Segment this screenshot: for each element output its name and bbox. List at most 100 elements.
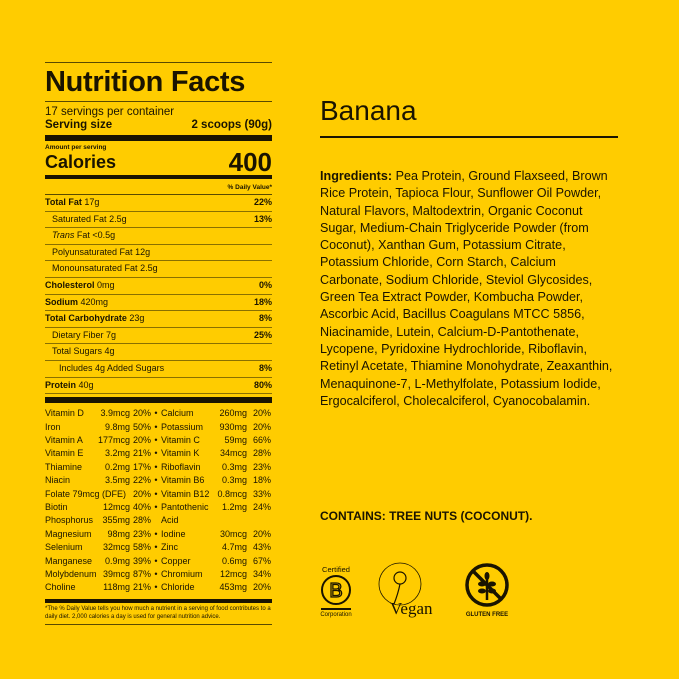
vitamin-dv: 20% (132, 434, 151, 445)
vitamin-row: Folate 79mcg (DFE) 20% • Vitamin B12 0.8mcg 3… (45, 488, 272, 501)
nutrient-daily-value: 8% (258, 313, 272, 324)
vitamin-dv: 24% (252, 501, 271, 512)
vitamin-amount: 12mcg (219, 569, 247, 579)
nutrient-name: Includes 4g Added Sugars (59, 362, 165, 373)
vitamin-name: Vitamin K (161, 448, 200, 459)
vitamin-name: Niacin (45, 475, 71, 486)
bullet-separator: • (154, 542, 158, 553)
calories-label: Calories (45, 152, 117, 172)
vitamin-amount: 30mcg (219, 528, 247, 539)
vitamin-amount: 260mg (219, 408, 247, 419)
vitamin-name: Chromium (161, 569, 203, 579)
bullet-separator: • (154, 569, 158, 579)
vitamin-amount: 177mcg (97, 434, 130, 445)
vitamin-amount: 79mcg (DFE) (72, 488, 127, 499)
vitamin-amount: 12mcg (102, 501, 130, 512)
nutrient-name: Monounsaturated Fat (52, 263, 138, 274)
divider (45, 598, 272, 603)
vitamin-name: Iodine (161, 528, 186, 539)
vitamin-dv: 20% (252, 582, 271, 593)
vitamin-dv: 23% (252, 461, 271, 472)
vitamin-amount: 39mcg (102, 569, 130, 579)
nutrient-row: Sodium 420mg 18% (45, 295, 272, 312)
vitamin-dv: 66% (252, 434, 271, 445)
vitamin-name-amount: Folate 79mcg (DFE) (45, 488, 130, 501)
nutrient-row: Cholesterol 0mg 0% (45, 278, 272, 295)
gluten-free-icon (465, 563, 509, 607)
vitamin-name: Thiamine (45, 461, 83, 472)
vitamin-name: Chloride (161, 582, 195, 593)
nutrient-amount: 2.5g (140, 263, 158, 274)
vitamin-name: Iron (45, 421, 61, 432)
bullet-separator: • (154, 582, 158, 593)
vitamin-amount: 0.3mg (221, 461, 247, 472)
nutrient-name: Dietary Fiber (52, 329, 104, 340)
servings-per-container: 17 servings per container (45, 106, 175, 118)
serving-size-label: Serving size (45, 119, 113, 131)
vitamin-dv: 21% (132, 582, 151, 593)
vitamin-amount: 3.5mg (104, 475, 130, 486)
vitamin-name: Folate (45, 488, 71, 499)
vitamin-dv: 28% (252, 448, 271, 459)
calories-value: 400 (228, 147, 272, 177)
vitamin-dv: 17% (132, 461, 151, 472)
vitamin-amount: 0.9mg (104, 555, 130, 566)
label-title: Nutrition Facts (45, 65, 272, 102)
vitamin-amount: 0.3mg (221, 475, 247, 486)
nutrient-name: Trans (52, 230, 75, 241)
vitamin-amount: 59mg (224, 434, 247, 445)
vitamin-dv: 21% (132, 448, 151, 459)
nutrient-daily-value: 8% (258, 362, 272, 373)
svg-text:B: B (329, 580, 342, 602)
divider (45, 397, 272, 404)
bullet-separator: • (154, 408, 158, 419)
nutrient-daily-value: 25% (253, 329, 272, 340)
bullet-separator: • (154, 475, 158, 486)
vitamin-amount: 32mcg (102, 542, 130, 553)
vitamin-name: Selenium (45, 542, 83, 553)
bullet-separator: • (154, 448, 158, 459)
vitamin-row: Thiamine 0.2mg 17% • Riboflavin 0.3mg 23% (45, 461, 272, 474)
vitamin-name: Potassium (161, 421, 204, 432)
nutrient-row: Polyunsaturated Fat 12g (45, 245, 272, 262)
vitamin-row: Molybdenum 39mcg 87% • Chromium 12mcg 34% (45, 568, 272, 581)
vitamin-name: Magnesium (45, 528, 92, 539)
vitamin-amount: 3.2mg (104, 448, 130, 459)
vitamin-row: Iron 9.8mg 50% • Potassium 930mg 20% (45, 421, 272, 434)
vitamin-name: Acid (161, 515, 179, 526)
vitamin-amount: 3.9mcg (100, 408, 130, 419)
nutrient-daily-value: 13% (253, 213, 272, 224)
nutrient-row: Monounsaturated Fat 2.5g (45, 261, 272, 278)
amount-per-serving: Amount per serving (45, 144, 107, 151)
nutrition-facts-label: Nutrition Facts 17 servings per containe… (45, 62, 272, 626)
nutrient-amount: 23g (129, 313, 145, 324)
vitamin-dv: 33% (252, 488, 271, 499)
vitamin-dv: 87% (132, 569, 151, 579)
vitamin-row: Selenium 32mcg 58% • Zinc 4.7mg 43% (45, 541, 272, 554)
daily-value-header: % Daily Value* (45, 181, 272, 195)
vitamin-row: Choline 118mg 21% • Chloride 453mg 20% (45, 581, 272, 594)
vitamin-row: Vitamin E 3.2mg 21% • Vitamin K 34mcg 28% (45, 447, 272, 460)
nutrient-name: Total Carbohydrate (45, 313, 127, 324)
vitamin-amount: 453mg (219, 582, 247, 593)
b-corp-badge: Certified B Corporation (318, 565, 354, 618)
serving-size-value: 2 scoops (90g) (191, 119, 272, 131)
nutrient-amount: 4g (104, 346, 115, 357)
vitamin-dv: 20% (252, 421, 271, 432)
divider (45, 175, 272, 179)
nutrient-amount: 40g (78, 379, 94, 390)
nutrient-name: Total Fat (45, 197, 82, 207)
vitamin-amount: 1.2mg (221, 501, 247, 512)
nutrient-row: Includes 4g Added Sugars 8% (45, 361, 272, 378)
bullet-separator: • (154, 488, 158, 499)
bullet-separator: • (154, 434, 158, 445)
flavor-title: Banana (320, 92, 618, 138)
vitamin-dv: 20% (132, 488, 151, 499)
nutrient-name: Polyunsaturated Fat (52, 246, 133, 257)
bullet-separator: • (154, 528, 158, 539)
ingredients-label: Ingredients: (320, 169, 393, 183)
vitamin-amount: 4.7mg (221, 542, 247, 553)
nutrient-name: Cholesterol (45, 279, 95, 290)
gluten-free-badge: GLUTEN FREE (464, 562, 510, 618)
vitamin-row: Niacin 3.5mg 22% • Vitamin B6 0.3mg 18% (45, 474, 272, 487)
